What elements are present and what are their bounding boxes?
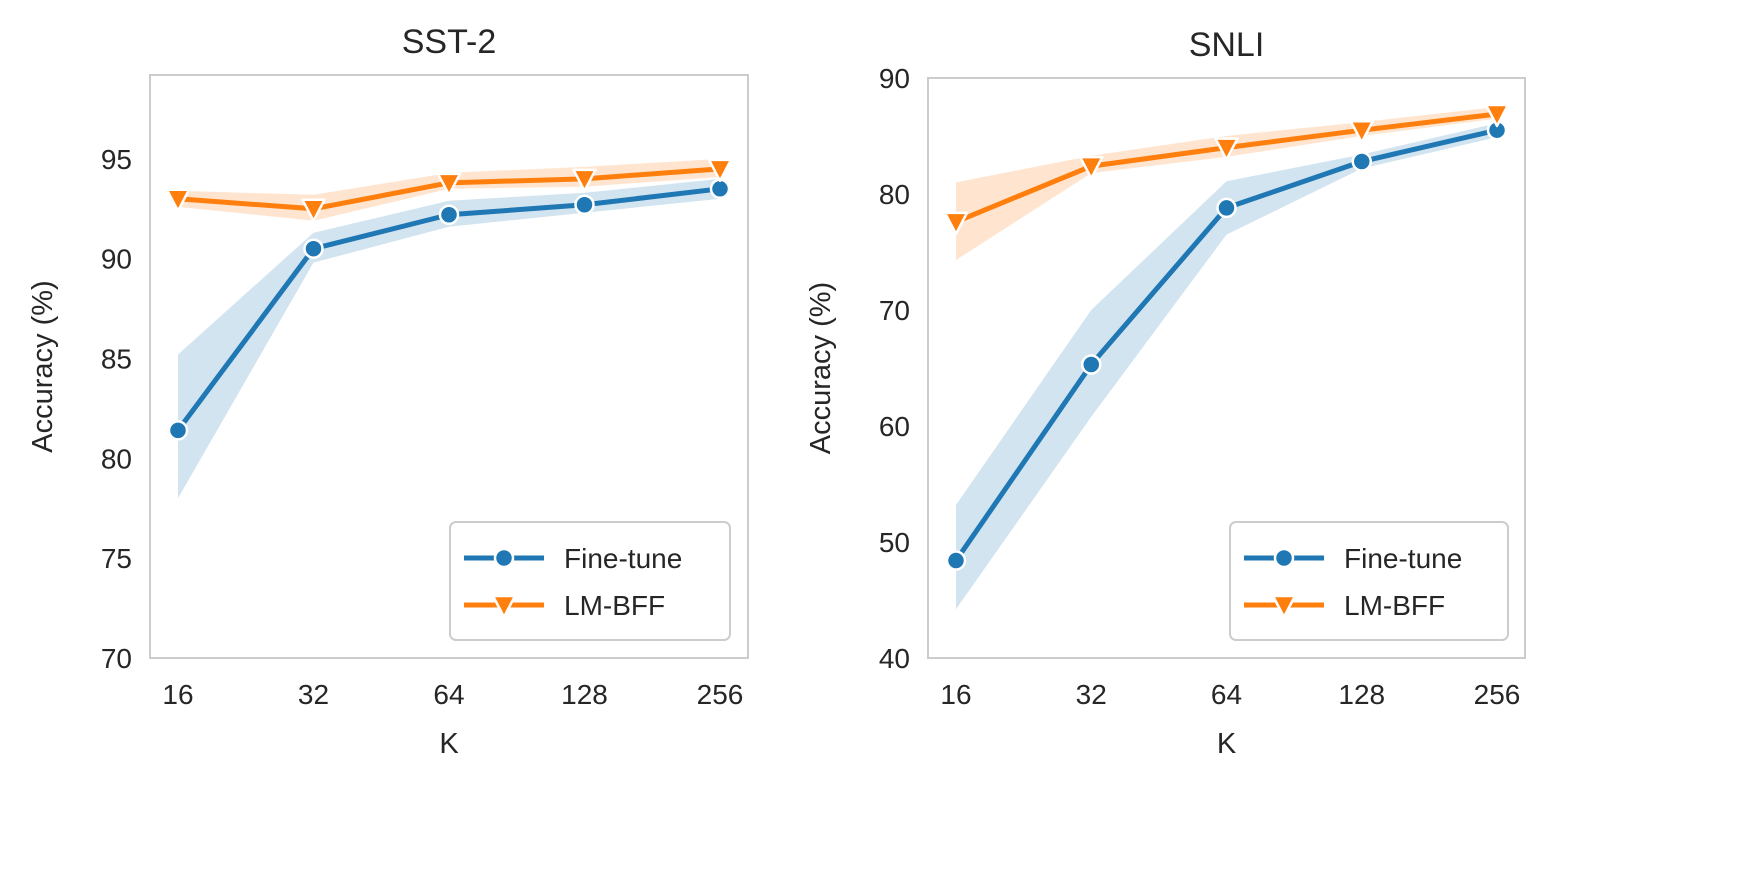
data-point bbox=[1349, 119, 1374, 144]
x-tick-label: 16 bbox=[162, 679, 193, 710]
data-point bbox=[1351, 151, 1372, 172]
legend-label: Fine-tune bbox=[1344, 543, 1462, 574]
legend-marker-circle-icon bbox=[493, 547, 515, 569]
series-lm-bff bbox=[943, 103, 1510, 261]
x-axis-label: K bbox=[1217, 728, 1237, 760]
x-tick-label: 32 bbox=[298, 679, 329, 710]
legend-marker-triangle-icon bbox=[1270, 594, 1298, 620]
y-tick-label: 90 bbox=[101, 244, 132, 275]
y-tick-label: 80 bbox=[879, 179, 910, 210]
chart-title: SST-2 bbox=[402, 23, 496, 61]
y-axis-label: Accuracy (%) bbox=[27, 280, 59, 452]
data-point bbox=[165, 188, 191, 213]
x-tick-label: 64 bbox=[1211, 679, 1242, 710]
x-tick-label: 128 bbox=[561, 679, 608, 710]
legend-label: Fine-tune bbox=[564, 543, 682, 574]
legend-marker-triangle-icon bbox=[490, 594, 518, 620]
y-tick-label: 85 bbox=[101, 344, 132, 375]
legend-marker-circle-icon bbox=[1273, 547, 1295, 569]
series-lm-bff bbox=[165, 158, 733, 223]
y-tick-label: 95 bbox=[101, 144, 132, 175]
legend-label: LM-BFF bbox=[564, 590, 665, 621]
chart-title: SNLI bbox=[1189, 26, 1265, 64]
y-tick-label: 40 bbox=[879, 643, 910, 674]
legend-frame bbox=[449, 521, 731, 641]
x-tick-label: 64 bbox=[433, 679, 464, 710]
data-point bbox=[436, 172, 462, 197]
y-tick-label: 70 bbox=[101, 643, 132, 674]
data-point bbox=[945, 550, 967, 571]
chart-sst-2: SST-2 70 75 80 85 90 95 16 32 64 128 256 K Accuracy (… bbox=[27, 23, 749, 760]
x-tick-label: 32 bbox=[1076, 679, 1107, 710]
confidence-band bbox=[956, 123, 1497, 610]
legend: Fine-tune LM-BFF bbox=[449, 521, 731, 641]
series-fine-tune bbox=[945, 119, 1508, 610]
data-point bbox=[167, 420, 189, 441]
data-point bbox=[1081, 354, 1102, 375]
data-point bbox=[303, 238, 324, 259]
x-tick-label: 256 bbox=[697, 679, 744, 710]
x-axis-label: K bbox=[439, 728, 459, 760]
y-tick-label: 80 bbox=[101, 443, 132, 474]
y-tick-label: 60 bbox=[879, 411, 910, 442]
legend-frame bbox=[1229, 521, 1509, 641]
data-point bbox=[707, 158, 733, 183]
legend-label: LM-BFF bbox=[1344, 590, 1445, 621]
x-tick-label: 256 bbox=[1474, 679, 1521, 710]
x-tick-label: 16 bbox=[940, 679, 971, 710]
data-point bbox=[709, 178, 731, 200]
data-point bbox=[1079, 155, 1104, 180]
data-point bbox=[301, 198, 326, 223]
data-point bbox=[572, 168, 597, 193]
y-tick-label: 70 bbox=[879, 295, 910, 326]
data-point bbox=[943, 211, 969, 236]
data-point bbox=[1216, 197, 1237, 219]
series-fine-tune bbox=[167, 178, 731, 499]
y-tick-label: 90 bbox=[879, 63, 910, 94]
chart-snli: SNLI 40 50 60 70 80 90 16 32 64 128 256 K Accuracy (%… bbox=[805, 26, 1526, 760]
y-tick-label: 75 bbox=[101, 543, 132, 574]
data-point bbox=[1214, 137, 1239, 161]
data-point bbox=[574, 194, 595, 216]
x-tick-label: 128 bbox=[1338, 679, 1385, 710]
legend: Fine-tune LM-BFF bbox=[1229, 521, 1509, 641]
data-point bbox=[438, 204, 460, 226]
y-tick-label: 50 bbox=[879, 527, 910, 558]
data-point bbox=[1484, 103, 1510, 128]
y-axis-label: Accuracy (%) bbox=[805, 282, 837, 454]
